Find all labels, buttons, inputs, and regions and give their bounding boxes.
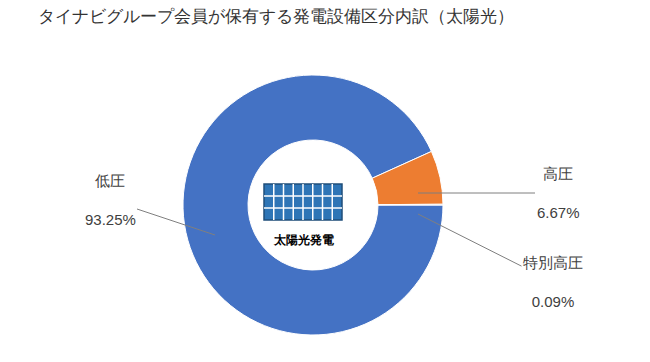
svg-text:低圧93.25%: 低圧93.25%: [85, 172, 136, 228]
svg-text:タイナビグループ会員が保有する発電設備区分内訳（太陽光）: タイナビグループ会員が保有する発電設備区分内訳（太陽光）: [38, 7, 514, 26]
svg-text:高圧6.67%: 高圧6.67%: [537, 165, 580, 221]
svg-text:太陽光発電: 太陽光発電: [273, 233, 334, 247]
svg-text:特別高圧0.09%: 特別高圧0.09%: [523, 254, 583, 310]
